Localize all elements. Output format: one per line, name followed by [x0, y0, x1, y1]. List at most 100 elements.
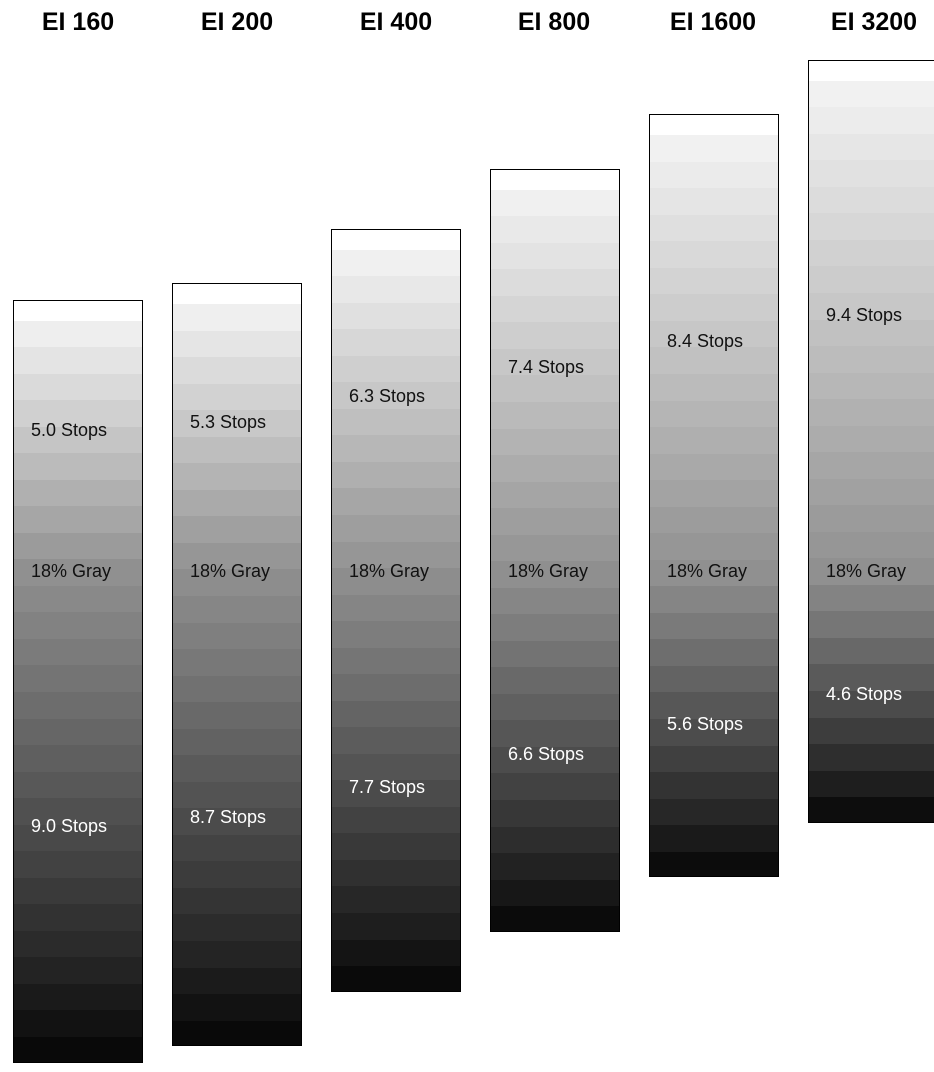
gray-step: [650, 161, 778, 190]
gray-step: [650, 506, 778, 535]
gray-step: [332, 382, 460, 410]
gray-step: [14, 877, 142, 906]
gray-step: [332, 700, 460, 729]
gray-step: [809, 372, 934, 401]
gray-step: [14, 771, 142, 800]
gray-step: [14, 930, 142, 959]
gray-step: [491, 508, 619, 536]
gray-step: [809, 239, 934, 268]
gray-step: [14, 638, 142, 667]
gray-step: [173, 410, 301, 438]
gray-step: [491, 879, 619, 908]
gray-step: [809, 133, 934, 162]
gray-step: [332, 461, 460, 490]
gray-step: [332, 859, 460, 888]
gray-step: [14, 665, 142, 693]
gray-step: [809, 266, 934, 294]
gray-step: [650, 400, 778, 429]
gray-step: [332, 647, 460, 676]
gray-step: [809, 292, 934, 321]
gray-step: [809, 744, 934, 772]
gray-step: [173, 755, 301, 783]
gray-step: [14, 373, 142, 402]
gray-step: [332, 753, 460, 782]
gray-step: [491, 269, 619, 297]
gray-step: [332, 249, 460, 278]
gray-scale-strip: [649, 114, 779, 878]
gray-step: [809, 797, 934, 822]
gray-step: [14, 612, 142, 640]
gray-step: [809, 452, 934, 480]
gray-step: [809, 770, 934, 799]
column-title: EI 200: [200, 8, 274, 36]
gray-step: [173, 463, 301, 491]
gray-step: [650, 533, 778, 561]
gray-step: [650, 798, 778, 827]
gray-step: [650, 427, 778, 455]
gray-step: [332, 939, 460, 968]
gray-step: [809, 478, 934, 507]
gray-step: [650, 665, 778, 694]
over-exposure-label: 7.4 Stops: [508, 357, 585, 378]
column-title: EI 800: [517, 8, 591, 36]
gray-step: [491, 401, 619, 430]
gray-step: [809, 664, 934, 692]
gray-step: [809, 346, 934, 374]
gray-step: [809, 213, 934, 241]
gray-step: [491, 667, 619, 695]
gray-step: [173, 569, 301, 598]
gray-step: [173, 357, 301, 385]
gray-step: [491, 693, 619, 722]
gray-step: [809, 691, 934, 719]
middle-gray-label: 18% Gray: [349, 561, 430, 581]
gray-step: [332, 329, 460, 357]
middle-gray-label: 18% Gray: [190, 561, 271, 581]
gray-step: [491, 853, 619, 881]
gray-scale-strip: [172, 283, 302, 1047]
white-patch: [650, 115, 778, 136]
gray-step: [809, 584, 934, 613]
gray-step: [491, 189, 619, 218]
over-exposure-label: 5.3 Stops: [190, 412, 267, 433]
gray-scale-strip: [13, 299, 143, 1063]
over-exposure-label: 5.0 Stops: [31, 420, 108, 441]
gray-step: [491, 773, 619, 801]
gray-step: [809, 186, 934, 215]
gray-step: [650, 480, 778, 508]
gray-step: [491, 242, 619, 271]
gray-step: [650, 612, 778, 641]
gray-step: [650, 135, 778, 163]
under-exposure-label: 4.6 Stops: [826, 683, 903, 704]
gray-step: [332, 833, 460, 861]
white-patch: [332, 229, 460, 250]
gray-step: [650, 692, 778, 720]
gray-step: [809, 505, 934, 533]
column-title: EI 3200: [830, 8, 918, 36]
gray-scale-strip: [490, 168, 620, 932]
gray-step: [650, 241, 778, 269]
gray-step: [173, 1020, 301, 1046]
gray-step: [650, 559, 778, 588]
gray-step: [809, 80, 934, 109]
gray-step: [809, 399, 934, 427]
gray-step: [491, 614, 619, 642]
gray-step: [332, 594, 460, 623]
gray-step: [332, 886, 460, 915]
gray-step: [332, 806, 460, 835]
gray-step: [650, 851, 778, 877]
gray-step: [809, 319, 934, 348]
gray-step: [491, 534, 619, 563]
gray-step: [809, 160, 934, 188]
gray-step: [14, 320, 142, 349]
under-exposure-label: 6.6 Stops: [508, 743, 585, 764]
gray-step: [491, 906, 619, 931]
gray-step: [14, 479, 142, 508]
gray-step: [650, 718, 778, 747]
gray-step: [14, 506, 142, 534]
gray-step: [173, 436, 301, 465]
gray-step: [650, 294, 778, 322]
gray-step: [650, 320, 778, 349]
gray-step: [173, 489, 301, 518]
gray-step: [332, 514, 460, 543]
